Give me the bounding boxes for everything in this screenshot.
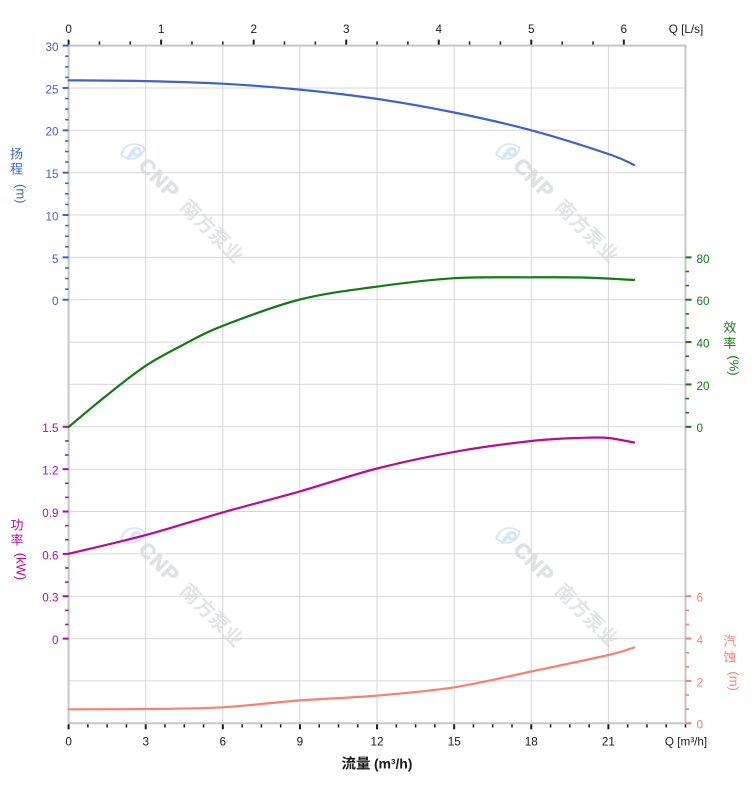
svg-text:6: 6 — [697, 592, 704, 605]
svg-text:4: 4 — [435, 23, 442, 36]
svg-text:40: 40 — [697, 338, 711, 351]
svg-text:Q [L/s]: Q [L/s] — [669, 23, 703, 36]
svg-text:1.2: 1.2 — [42, 465, 58, 478]
svg-text:80: 80 — [697, 253, 711, 266]
svg-text:0.6: 0.6 — [42, 549, 58, 562]
svg-text:0.9: 0.9 — [42, 507, 58, 520]
svg-text:(m): (m) — [14, 184, 29, 204]
svg-text:3: 3 — [343, 23, 350, 36]
svg-text:30: 30 — [45, 41, 59, 54]
svg-text:5: 5 — [528, 23, 535, 36]
svg-text:(m³/h): (m³/h) — [374, 756, 412, 772]
svg-text:20: 20 — [697, 380, 711, 393]
svg-text:0: 0 — [65, 23, 72, 36]
svg-text:4: 4 — [697, 634, 704, 647]
svg-text:10: 10 — [45, 210, 59, 223]
svg-text:0.3: 0.3 — [42, 592, 58, 605]
svg-text:18: 18 — [525, 735, 538, 748]
svg-text:(m): (m) — [727, 671, 742, 691]
svg-text:15: 15 — [448, 735, 462, 748]
svg-text:1.5: 1.5 — [42, 422, 59, 435]
svg-text:0: 0 — [697, 422, 704, 435]
svg-text:(kW): (kW) — [14, 553, 29, 580]
svg-text:6: 6 — [621, 23, 628, 36]
svg-text:0: 0 — [52, 634, 59, 647]
svg-text:9: 9 — [297, 735, 304, 748]
svg-text:2: 2 — [250, 23, 257, 36]
svg-text:15: 15 — [45, 168, 59, 181]
svg-text:2: 2 — [697, 676, 704, 689]
svg-text:Q [m³/h]: Q [m³/h] — [665, 735, 707, 748]
svg-text:0: 0 — [52, 295, 59, 308]
svg-text:0: 0 — [65, 735, 72, 748]
svg-text:60: 60 — [697, 295, 711, 308]
svg-text:25: 25 — [45, 83, 59, 96]
svg-text:20: 20 — [45, 126, 59, 139]
svg-text:21: 21 — [602, 735, 615, 748]
svg-text:1: 1 — [158, 23, 165, 36]
svg-text:0: 0 — [697, 719, 704, 732]
svg-text:5: 5 — [52, 253, 59, 266]
svg-text:(%): (%) — [727, 355, 742, 375]
svg-text:12: 12 — [370, 735, 383, 748]
svg-text:6: 6 — [220, 735, 227, 748]
svg-text:3: 3 — [142, 735, 149, 748]
